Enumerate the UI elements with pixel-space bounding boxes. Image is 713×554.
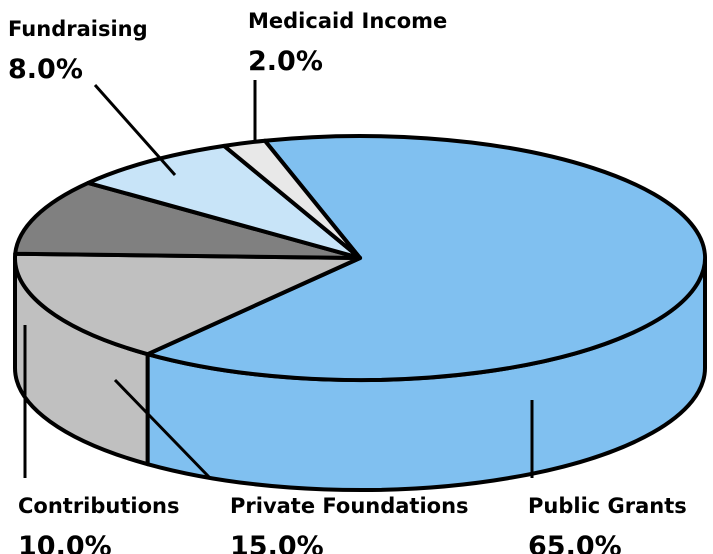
slice-name: Public Grants bbox=[528, 494, 687, 518]
slice-value: 8.0% bbox=[8, 54, 83, 85]
slice-name: Medicaid Income bbox=[248, 9, 447, 33]
slice-value: 2.0% bbox=[248, 46, 323, 77]
slice-value: 65.0% bbox=[528, 531, 622, 554]
slice bbox=[86, 143, 362, 260]
slice bbox=[222, 138, 362, 260]
slice-name: Private Foundations bbox=[230, 494, 469, 518]
slice-value: 10.0% bbox=[18, 531, 112, 554]
slice-name: Contributions bbox=[18, 494, 179, 518]
leader-line bbox=[93, 84, 177, 176]
slice-value: 15.0% bbox=[230, 531, 324, 554]
slice-name: Fundraising bbox=[8, 17, 148, 41]
slice bbox=[13, 251, 362, 357]
slice bbox=[13, 180, 362, 260]
slice bbox=[145, 134, 707, 382]
leader-line bbox=[113, 378, 212, 480]
